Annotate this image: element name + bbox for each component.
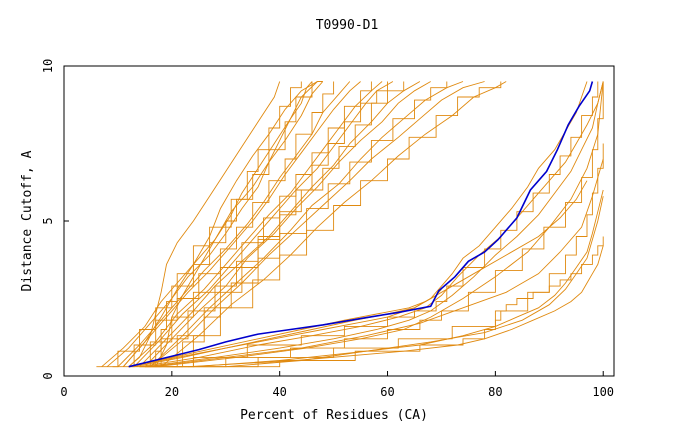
x-tick-label: 40 — [272, 385, 286, 399]
series-line-15 — [150, 81, 485, 368]
series-line-5 — [117, 81, 351, 368]
series-line-12 — [144, 81, 431, 368]
series-line-8 — [128, 81, 383, 368]
series-line-13 — [144, 81, 448, 368]
series-line-9 — [133, 81, 394, 368]
x-tick-label: 80 — [488, 385, 502, 399]
series-line-36 — [128, 180, 588, 368]
series-line-16 — [155, 81, 502, 368]
axes: 0 20 40 60 80 100 0 5 10 — [41, 59, 614, 399]
series-line-4 — [112, 81, 335, 368]
series-line-21 — [155, 81, 313, 367]
x-tick-label: 20 — [165, 385, 179, 399]
series-line-30 — [150, 158, 604, 368]
y-axis-label: Distance Cutoff, A — [20, 150, 35, 291]
highlighted-series-line — [128, 81, 594, 368]
x-axis-label: Percent of Residues (CA) — [240, 408, 428, 423]
series-line-6 — [122, 81, 361, 367]
y-tick-label: 5 — [41, 217, 55, 224]
series-line-22 — [166, 81, 388, 368]
x-tick-label: 100 — [592, 385, 614, 399]
y-tick-label: 10 — [41, 59, 55, 73]
series-line-29 — [155, 81, 604, 368]
series-line-17 — [160, 81, 507, 368]
chart-title: T0990-D1 — [316, 18, 379, 33]
series-line-20 — [128, 81, 281, 368]
series-line-34 — [193, 236, 604, 368]
series-line-35 — [187, 245, 604, 368]
plot-area — [96, 81, 604, 368]
series-line-19 — [144, 81, 302, 368]
series-line-24 — [134, 81, 588, 368]
series-line-33 — [225, 189, 604, 368]
series-line-18 — [122, 81, 323, 367]
series-line-11 — [139, 81, 421, 368]
y-tick-label: 0 — [41, 372, 55, 379]
series-line-14 — [149, 81, 464, 368]
series-line-3 — [106, 81, 324, 368]
x-tick-label: 0 — [60, 385, 67, 399]
series-line-27 — [144, 81, 604, 368]
series-line-10 — [139, 81, 405, 368]
x-tick-label: 60 — [380, 385, 394, 399]
